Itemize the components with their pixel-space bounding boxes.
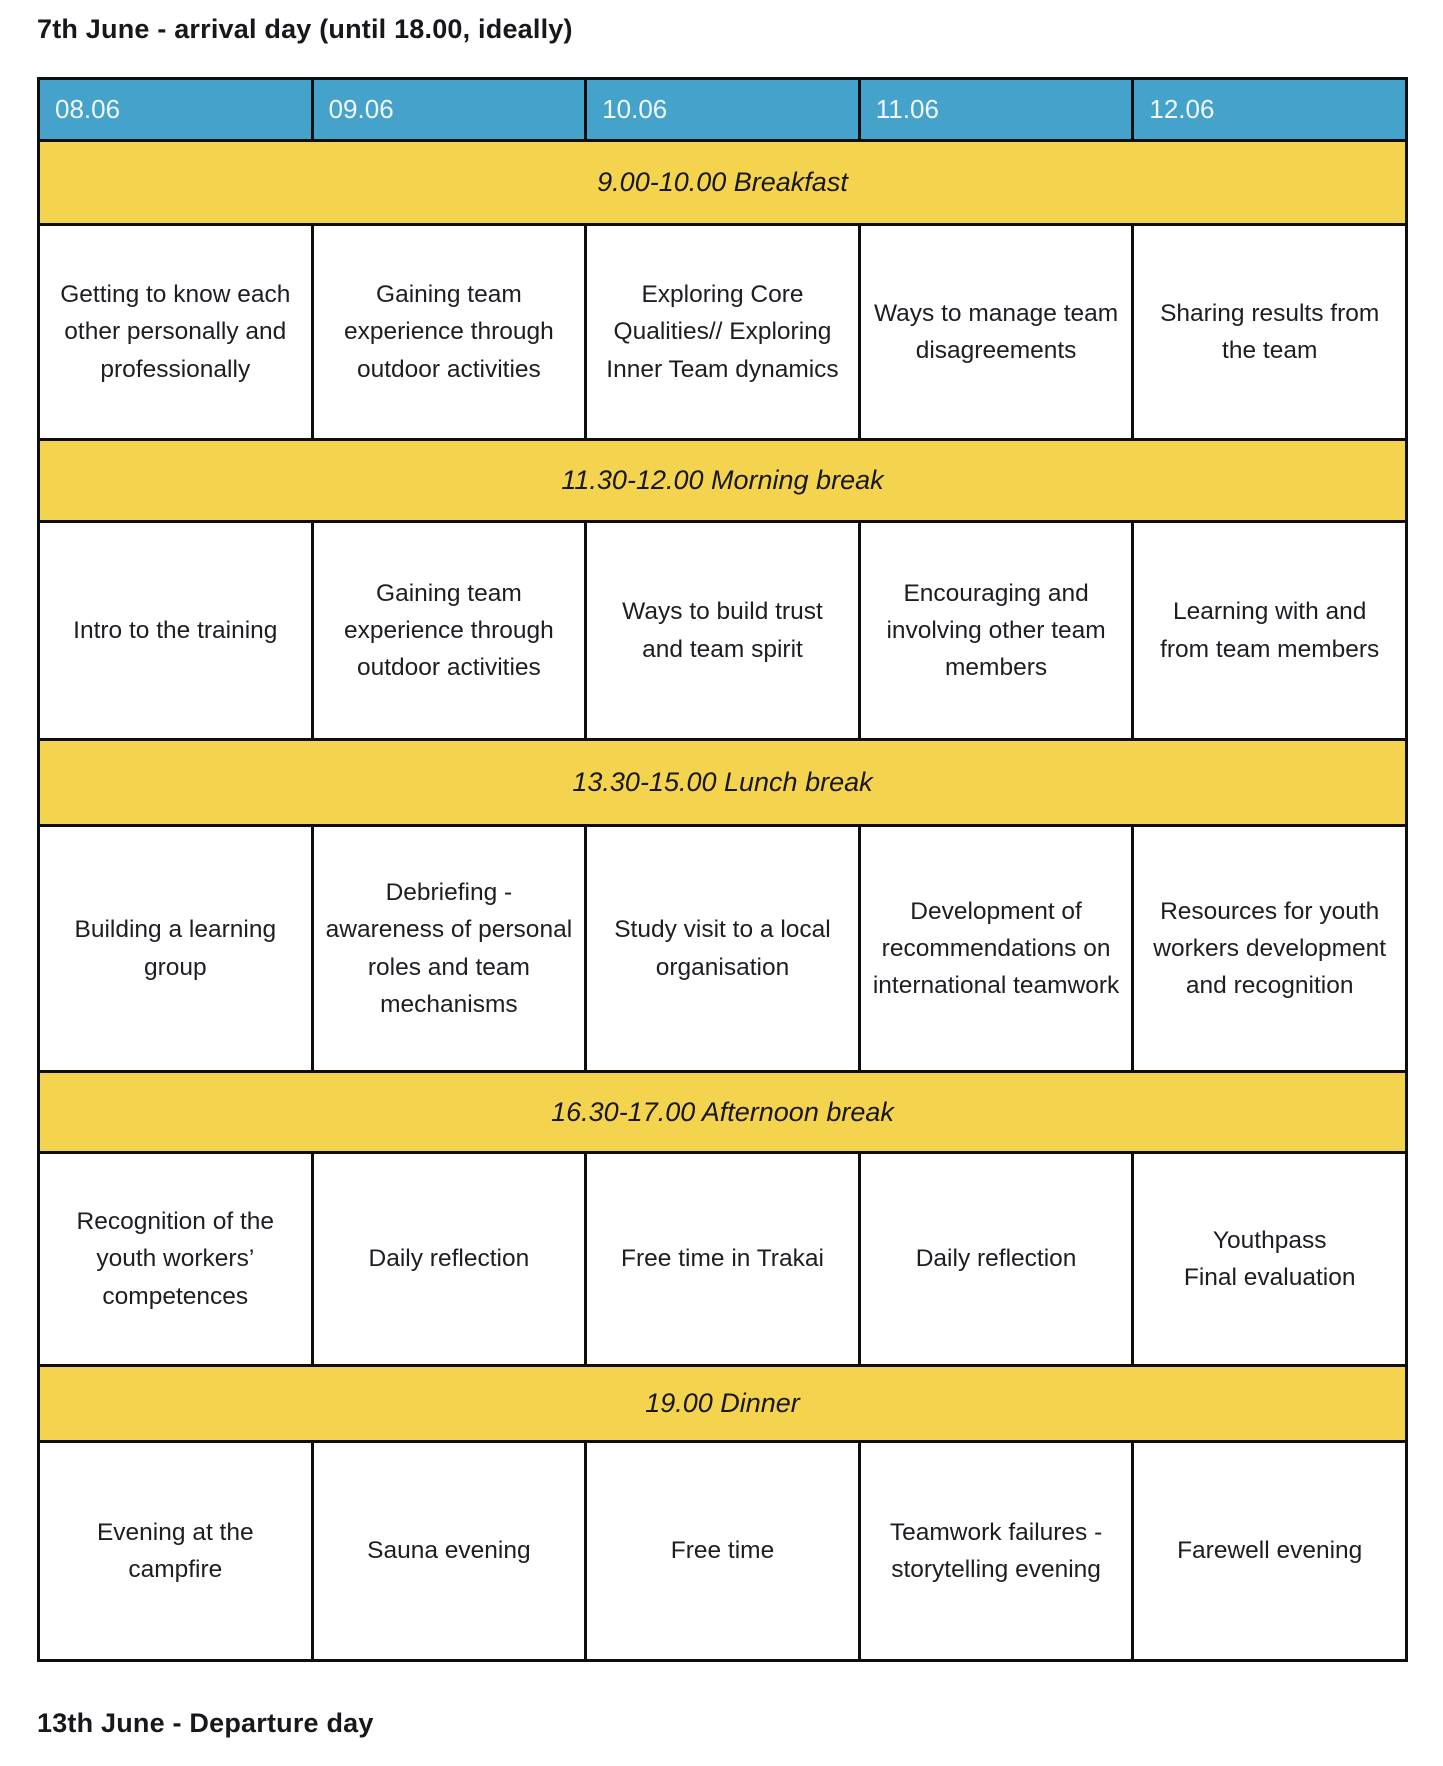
activity-cell: Farewell evening xyxy=(1131,1440,1408,1662)
activity-cell: Gaining team experience through outdoor … xyxy=(310,520,588,741)
day-header-row: 08.06 09.06 10.06 11.06 12.06 xyxy=(37,77,1408,142)
activity-cell: Building a learning group xyxy=(37,824,314,1073)
activity-cell: Sharing results from the team xyxy=(1131,223,1408,441)
day-header-11-06: 11.06 xyxy=(857,77,1135,142)
activity-cell: Study visit to a local organisation xyxy=(584,824,861,1073)
afternoon-session-row: Building a learning group Debriefing - a… xyxy=(37,824,1408,1073)
day-header-12-06: 12.06 xyxy=(1131,77,1408,142)
lunch-break-label: 13.30-15.00 Lunch break xyxy=(37,738,1408,827)
morning-break-row: 11.30-12.00 Morning break xyxy=(37,438,1408,523)
evening-session-row: Evening at the campfire Sauna evening Fr… xyxy=(37,1440,1408,1662)
afternoon-break-row: 16.30-17.00 Afternoon break xyxy=(37,1070,1408,1154)
day-header-09-06: 09.06 xyxy=(310,77,588,142)
activity-cell: Ways to build trust and team spirit xyxy=(584,520,861,741)
activity-cell: Recognition of the youth workers’ compet… xyxy=(37,1151,314,1367)
departure-day-title: 13th June - Departure day xyxy=(37,1708,374,1738)
breakfast-break-row: 9.00-10.00 Breakfast xyxy=(37,139,1408,226)
activity-cell: Getting to know each other personally an… xyxy=(37,223,314,441)
activity-cell: Development of recommendations on intern… xyxy=(857,824,1135,1073)
activity-cell: Ways to manage team disagreements xyxy=(857,223,1135,441)
activity-cell: Resources for youth workers development … xyxy=(1131,824,1408,1073)
late-afternoon-session-row: Recognition of the youth workers’ compet… xyxy=(37,1151,1408,1367)
activity-cell: Daily reflection xyxy=(857,1151,1135,1367)
afternoon-break-label: 16.30-17.00 Afternoon break xyxy=(37,1070,1408,1154)
activity-cell: Daily reflection xyxy=(310,1151,588,1367)
morning-break-label: 11.30-12.00 Morning break xyxy=(37,438,1408,523)
activity-cell: Sauna evening xyxy=(310,1440,588,1662)
activity-cell: Debriefing - awareness of personal roles… xyxy=(310,824,588,1073)
activity-cell: Evening at the campfire xyxy=(37,1440,314,1662)
arrival-day-title: 7th June - arrival day (until 18.00, ide… xyxy=(37,14,573,44)
day-header-08-06: 08.06 xyxy=(37,77,314,142)
activity-cell: Learning with and from team members xyxy=(1131,520,1408,741)
breakfast-break-label: 9.00-10.00 Breakfast xyxy=(37,139,1408,226)
dinner-break-row: 19.00 Dinner xyxy=(37,1364,1408,1443)
training-schedule-table: 08.06 09.06 10.06 11.06 12.06 9.00-10.00… xyxy=(37,77,1408,1662)
activity-cell: Encouraging and involving other team mem… xyxy=(857,520,1135,741)
activity-cell: Teamwork failures - storytelling evening xyxy=(857,1440,1135,1662)
activity-cell: Intro to the training xyxy=(37,520,314,741)
morning-session-1-row: Getting to know each other personally an… xyxy=(37,223,1408,441)
activity-cell: Free time xyxy=(584,1440,861,1662)
activity-cell: Youthpass Final evaluation xyxy=(1131,1151,1408,1367)
morning-session-2-row: Intro to the training Gaining team exper… xyxy=(37,520,1408,741)
lunch-break-row: 13.30-15.00 Lunch break xyxy=(37,738,1408,827)
day-header-10-06: 10.06 xyxy=(584,77,861,142)
activity-cell: Free time in Trakai xyxy=(584,1151,861,1367)
dinner-break-label: 19.00 Dinner xyxy=(37,1364,1408,1443)
activity-cell: Gaining team experience through outdoor … xyxy=(310,223,588,441)
activity-cell: Exploring Core Qualities// Exploring Inn… xyxy=(584,223,861,441)
